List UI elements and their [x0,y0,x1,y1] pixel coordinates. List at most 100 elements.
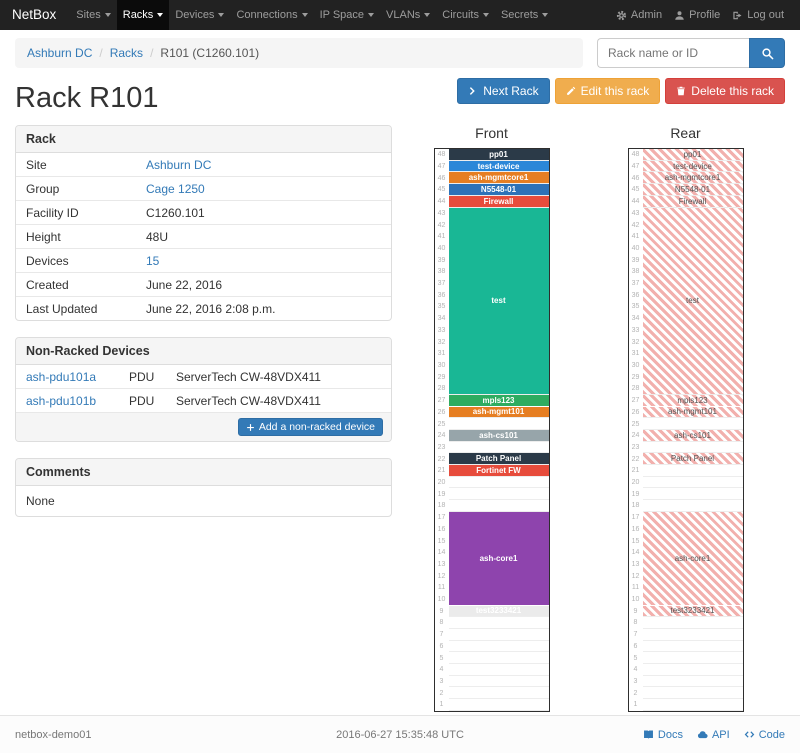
empty-unit [448,418,549,430]
rack-device-mpls123[interactable]: mpls123 [448,394,549,406]
unit-number: 46 [437,174,446,182]
rack-device-test3233421[interactable]: test3233421 [642,605,743,617]
empty-unit [448,453,549,465]
add-non-racked-device-button[interactable]: Add a non-racked device [237,418,383,436]
cloud-icon [697,731,708,739]
rack-attr-row-group: Group Cage 1250 [16,177,391,201]
attr-value-link[interactable]: 15 [146,253,160,268]
footer-links: Docs API Code [585,729,785,741]
rack-device-ash-cs101[interactable]: ash-cs101 [642,429,743,441]
unit-number: 7 [633,631,638,639]
breadcrumb: Ashburn DC / Racks / R101 (C1260.101) [15,38,583,68]
empty-unit [642,664,743,676]
rack-device-mpls123[interactable]: mpls123 [642,394,743,406]
nav-item-circuits[interactable]: Circuits [436,0,495,30]
empty-unit [448,641,549,653]
unit-number: 24 [437,432,446,440]
rack-device-ash-cs101[interactable]: ash-cs101 [448,429,549,441]
unit-number: 42 [631,221,640,229]
add-non-racked-device-label: Add a non-racked device [258,421,375,433]
unit-number: 21 [437,467,446,475]
nav-item-connections[interactable]: Connections [230,0,313,30]
unit-number: 19 [631,490,640,498]
non-racked-panel-title: Non-Racked Devices [16,338,391,365]
attr-value-link[interactable]: Cage 1250 [146,181,205,196]
unit-number: 2 [439,689,444,697]
footer-link-api[interactable]: API [697,729,730,741]
rack-device-patch-panel[interactable]: Patch Panel [448,453,549,465]
rack-device-test3233421[interactable]: test3233421 [448,605,549,617]
edit-this-rack-button[interactable]: Edit this rack [554,78,661,104]
unit-number: 17 [437,514,446,522]
empty-unit [448,161,549,173]
navbar-brand[interactable]: NetBox [12,7,57,22]
nav-item-profile[interactable]: Profile [668,0,726,30]
attr-value: June 22, 2016 [146,277,223,292]
empty-unit [642,196,743,208]
empty-unit [448,477,549,489]
device-link[interactable]: ash-pdu101a [26,369,97,384]
breadcrumb-item-racks[interactable]: Racks [109,46,144,60]
rack-device-ash-mgmtcore1[interactable]: ash-mgmtcore1 [448,172,549,184]
attr-value-link[interactable]: Ashburn DC [146,157,212,172]
nav-item-racks[interactable]: Racks [116,0,170,30]
unit-number: 15 [437,537,446,545]
empty-unit [642,442,743,454]
footer-timestamp: 2016-06-27 15:35:48 UTC [336,728,464,741]
unit-number: 44 [631,198,640,206]
search-button[interactable] [749,38,785,68]
unit-number: 12 [437,572,446,580]
rack-attr-row-created: Created June 22, 2016 [16,273,391,297]
pencil-icon [566,86,575,95]
rack-device-patch-panel[interactable]: Patch Panel [642,453,743,465]
rack-device-n5548-01[interactable]: N5548-01 [448,184,549,195]
next-rack-button[interactable]: Next Rack [457,78,550,104]
nav-item-devices[interactable]: Devices [169,0,230,30]
rack-device-test[interactable]: test [448,207,549,394]
unit-number: 40 [631,244,640,252]
rack-device-n5548-01[interactable]: N5548-01 [642,184,743,195]
rack-device-test-device[interactable]: test-device [448,160,549,172]
unit-number: 31 [437,350,446,358]
rack-search-input[interactable] [597,38,749,68]
rack-device-ash-mgmt101[interactable]: ash-mgmt101 [448,406,549,418]
rack-device-ash-mgmt101[interactable]: ash-mgmt101 [642,406,743,418]
attr-label: Group [26,181,60,196]
rack-device-test[interactable]: test [642,207,743,394]
caret-down-icon [218,13,225,17]
unit-number: 17 [631,514,640,522]
nav-item-log-out[interactable]: Log out [726,0,790,30]
unit-number: 45 [437,186,446,194]
unit-number: 8 [633,619,638,627]
nav-item-sites[interactable]: Sites [70,0,116,30]
rack-device-firewall[interactable]: Firewall [642,195,743,207]
rack-device-fortinet-fw[interactable]: Fortinet FW [448,465,549,476]
unit-number: 33 [437,326,446,334]
rack-device-ash-core1[interactable]: ash-core1 [448,511,549,605]
attr-value: 48U [146,229,169,244]
empty-unit [642,406,743,419]
rack-device-ash-mgmtcore1[interactable]: ash-mgmtcore1 [642,172,743,184]
footer-link-docs[interactable]: Docs [643,729,683,741]
rack-device-pp01[interactable]: pp01 [448,149,549,160]
unit-number: 23 [437,443,446,451]
nav-item-secrets[interactable]: Secrets [495,0,554,30]
attr-value: June 22, 2016 2:08 p.m. [146,301,276,316]
breadcrumb-item-ashburn-dc[interactable]: Ashburn DC [27,46,93,60]
device-link[interactable]: ash-pdu101b [26,393,97,408]
rack-device-ash-core1[interactable]: ash-core1 [642,511,743,605]
rack-device-pp01[interactable]: pp01 [642,149,743,160]
caret-down-icon [368,13,375,17]
delete-this-rack-button[interactable]: Delete this rack [665,78,785,104]
rack-device-firewall[interactable]: Firewall [448,195,549,207]
unit-number: 19 [437,490,446,498]
footer-link-code[interactable]: Code [744,729,785,741]
nav-item-admin[interactable]: Admin [610,0,668,30]
rack-device-test-device[interactable]: test-device [642,160,743,172]
attr-value: 15 [146,249,391,272]
comments-panel-title: Comments [16,459,391,486]
nav-item-ip-space[interactable]: IP Space [314,0,380,30]
front-elevation: Front 48 47 46 45 44 43 42 41 40 39 38 37 36 35 34 33 32… [433,125,550,712]
empty-unit [448,430,549,442]
nav-item-vlans[interactable]: VLANs [380,0,436,30]
